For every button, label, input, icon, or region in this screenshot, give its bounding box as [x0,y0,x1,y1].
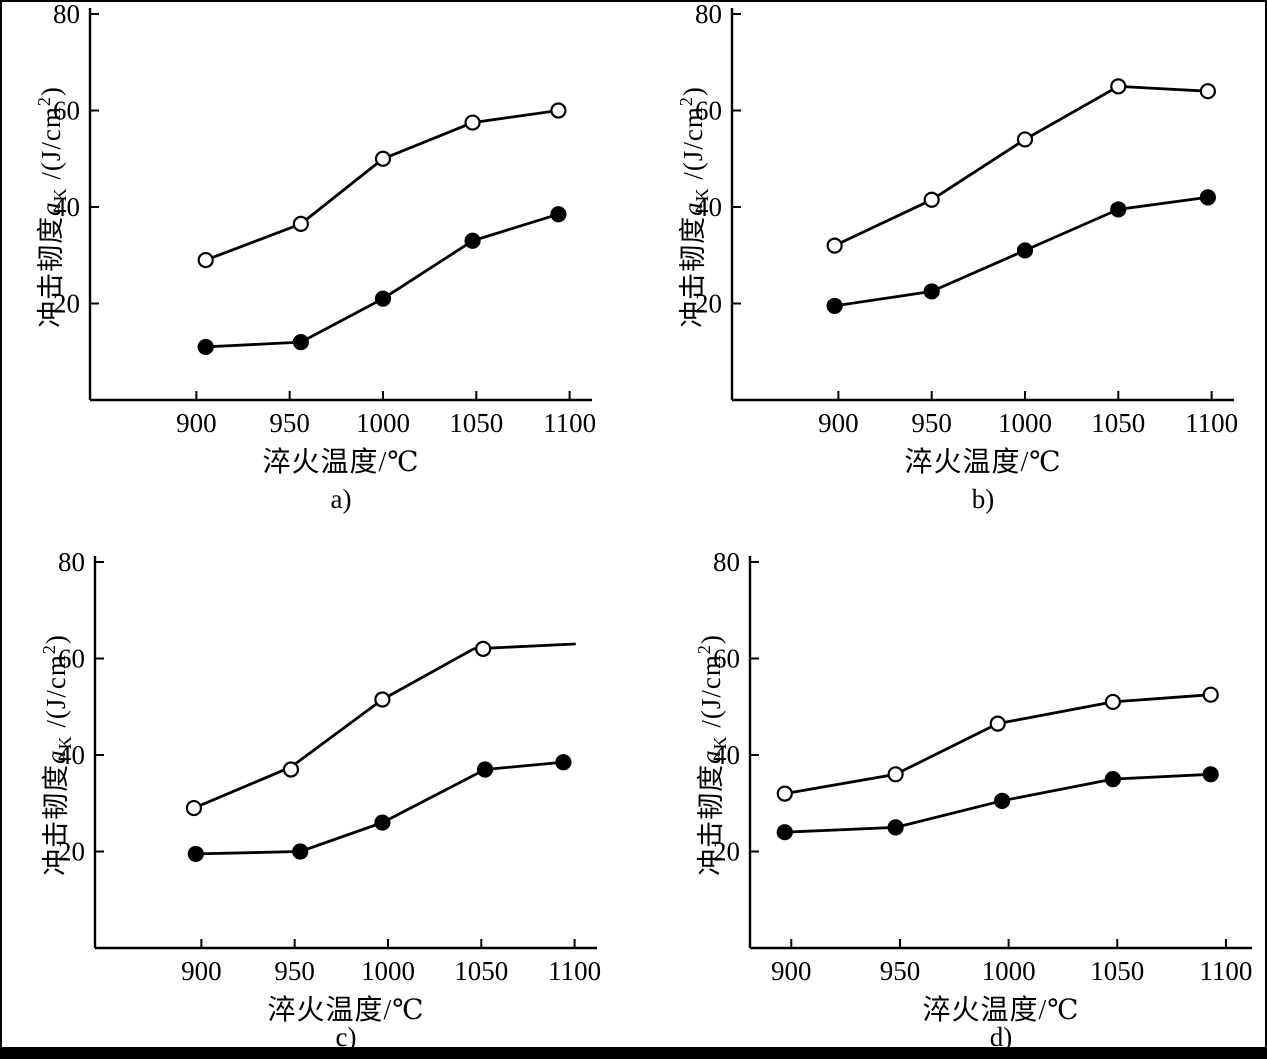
svg-text:950: 950 [880,956,921,986]
svg-text:1050: 1050 [454,956,508,986]
bottom-scan-bar [2,1047,1265,1057]
svg-text:950: 950 [274,956,315,986]
svg-text:1050: 1050 [449,408,503,438]
svg-text:1100: 1100 [548,956,601,986]
svg-text:60: 60 [695,96,722,126]
chart-d-plot: 900 950 1000 1050 1100 20 40 60 80 [713,550,1252,986]
panel-a-caption: a) [330,484,352,514]
panel-a: 冲击韧度aK /(J/cm2) 900 950 1000 1050 1100 20 40 60… [20,2,630,537]
x-axis-title: 淬火温度/℃ [922,995,1080,1026]
svg-text:80: 80 [58,550,85,577]
chart-b-plot: 900 950 1000 1050 1100 20 40 60 80 [695,2,1238,438]
svg-text:20: 20 [713,837,740,867]
svg-text:1100: 1100 [1199,956,1252,986]
svg-text:900: 900 [181,956,222,986]
x-axis-title: 淬火温度/℃ [262,447,420,478]
svg-text:40: 40 [695,192,722,222]
svg-text:900: 900 [176,408,217,438]
svg-text:900: 900 [818,408,859,438]
svg-text:1100: 1100 [543,408,596,438]
svg-text:60: 60 [58,644,85,674]
x-axis-title: 淬火温度/℃ [904,447,1062,478]
svg-text:80: 80 [713,550,740,577]
svg-text:20: 20 [53,289,80,319]
svg-text:1000: 1000 [361,956,415,986]
panel-b: 冲击韧度aK /(J/cm2) 900 950 1000 1050 1100 20 40 60… [662,2,1265,537]
panel-b-caption: b) [971,484,995,514]
svg-text:40: 40 [53,192,80,222]
svg-text:950: 950 [911,408,952,438]
panel-d-caption: d) [989,1022,1013,1052]
svg-text:40: 40 [713,740,740,770]
svg-text:20: 20 [58,837,85,867]
svg-text:900: 900 [771,956,812,986]
svg-text:80: 80 [695,2,722,29]
svg-text:950: 950 [269,408,310,438]
svg-text:60: 60 [53,96,80,126]
svg-text:1000: 1000 [998,408,1052,438]
svg-text:1050: 1050 [1091,408,1145,438]
panel-c-caption: c) [335,1022,357,1052]
chart-a-plot: 900 950 1000 1050 1100 20 40 60 80 [53,2,596,438]
svg-text:20: 20 [695,289,722,319]
svg-text:1050: 1050 [1090,956,1144,986]
svg-text:1000: 1000 [982,956,1036,986]
chart-c-plot: 900 950 1000 1050 1100 20 40 60 80 [58,550,601,986]
x-axis-title: 淬火温度/℃ [267,995,425,1026]
svg-text:60: 60 [713,644,740,674]
panel-d: 冲击韧度aK /(J/cm2) 900 950 1000 1050 1100 20 40 60… [680,550,1265,1057]
svg-text:1000: 1000 [356,408,410,438]
panel-c: 冲击韧度aK /(J/cm2) 900 950 1000 1050 1100 20 40 60… [25,550,635,1057]
svg-text:80: 80 [53,2,80,29]
svg-text:1100: 1100 [1185,408,1238,438]
svg-text:40: 40 [58,740,85,770]
